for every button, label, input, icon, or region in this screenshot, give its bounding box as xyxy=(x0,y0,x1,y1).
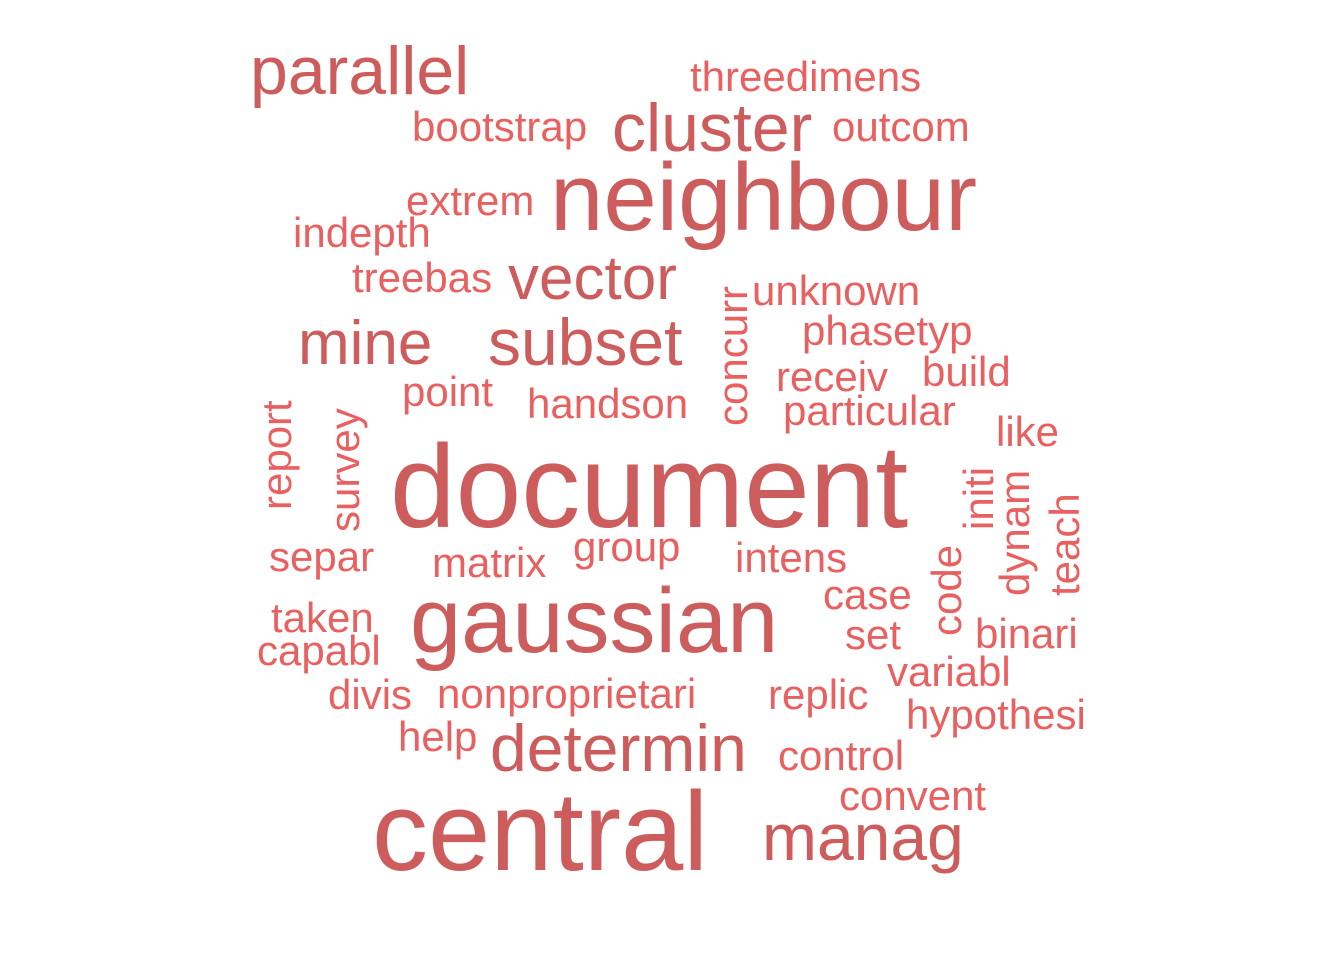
word-survey: survey xyxy=(321,408,368,532)
word-document: document xyxy=(390,421,909,553)
word-hypothesi: hypothesi xyxy=(906,691,1086,738)
word-set: set xyxy=(845,611,902,658)
word-report: report xyxy=(253,400,300,510)
word-teach: teach xyxy=(1041,493,1088,596)
word-binari: binari xyxy=(975,610,1078,657)
word-threedimens: threedimens xyxy=(690,53,922,100)
word-group: group xyxy=(573,523,681,570)
word-nonproprietari: nonproprietari xyxy=(437,670,697,717)
word-mine: mine xyxy=(298,309,433,378)
word-separ: separ xyxy=(269,533,375,580)
word-point: point xyxy=(402,368,494,415)
word-receiv: receiv xyxy=(776,353,889,400)
word-unknown: unknown xyxy=(752,267,921,314)
word-help: help xyxy=(398,713,478,760)
word-replic: replic xyxy=(768,671,869,718)
word-phasetyp: phasetyp xyxy=(802,307,973,354)
word-case: case xyxy=(823,571,912,618)
word-capabl: capabl xyxy=(257,627,381,674)
word-particular: particular xyxy=(783,387,956,434)
word-treebas: treebas xyxy=(352,254,493,301)
word-gaussian: gaussian xyxy=(410,570,779,672)
word-neighbour: neighbour xyxy=(550,144,978,251)
word-determin: determin xyxy=(490,711,747,785)
word-convent: convent xyxy=(839,772,987,819)
word-divis: divis xyxy=(328,671,413,718)
word-bootstrap: bootstrap xyxy=(412,103,588,150)
word-cluster: cluster xyxy=(612,90,813,166)
word-handson: handson xyxy=(527,380,689,427)
word-indepth: indepth xyxy=(293,209,431,256)
word-control: control xyxy=(778,732,905,779)
word-intens: intens xyxy=(735,534,848,581)
word-taken: taken xyxy=(271,594,374,641)
word-dynam: dynam xyxy=(991,469,1038,596)
word-central: central xyxy=(372,769,709,894)
word-parallel: parallel xyxy=(250,33,470,109)
word-like: like xyxy=(996,408,1060,455)
word-build: build xyxy=(922,348,1011,395)
word-extrem: extrem xyxy=(406,177,535,224)
word-concurr: concurr xyxy=(709,285,756,426)
word-manag: manag xyxy=(762,800,964,874)
word-variabl: variabl xyxy=(887,648,1011,695)
word-code: code xyxy=(923,544,970,636)
word-vector: vector xyxy=(508,244,677,313)
word-outcom: outcom xyxy=(832,103,970,150)
word-subset: subset xyxy=(488,305,683,379)
word-matrix: matrix xyxy=(432,539,547,586)
